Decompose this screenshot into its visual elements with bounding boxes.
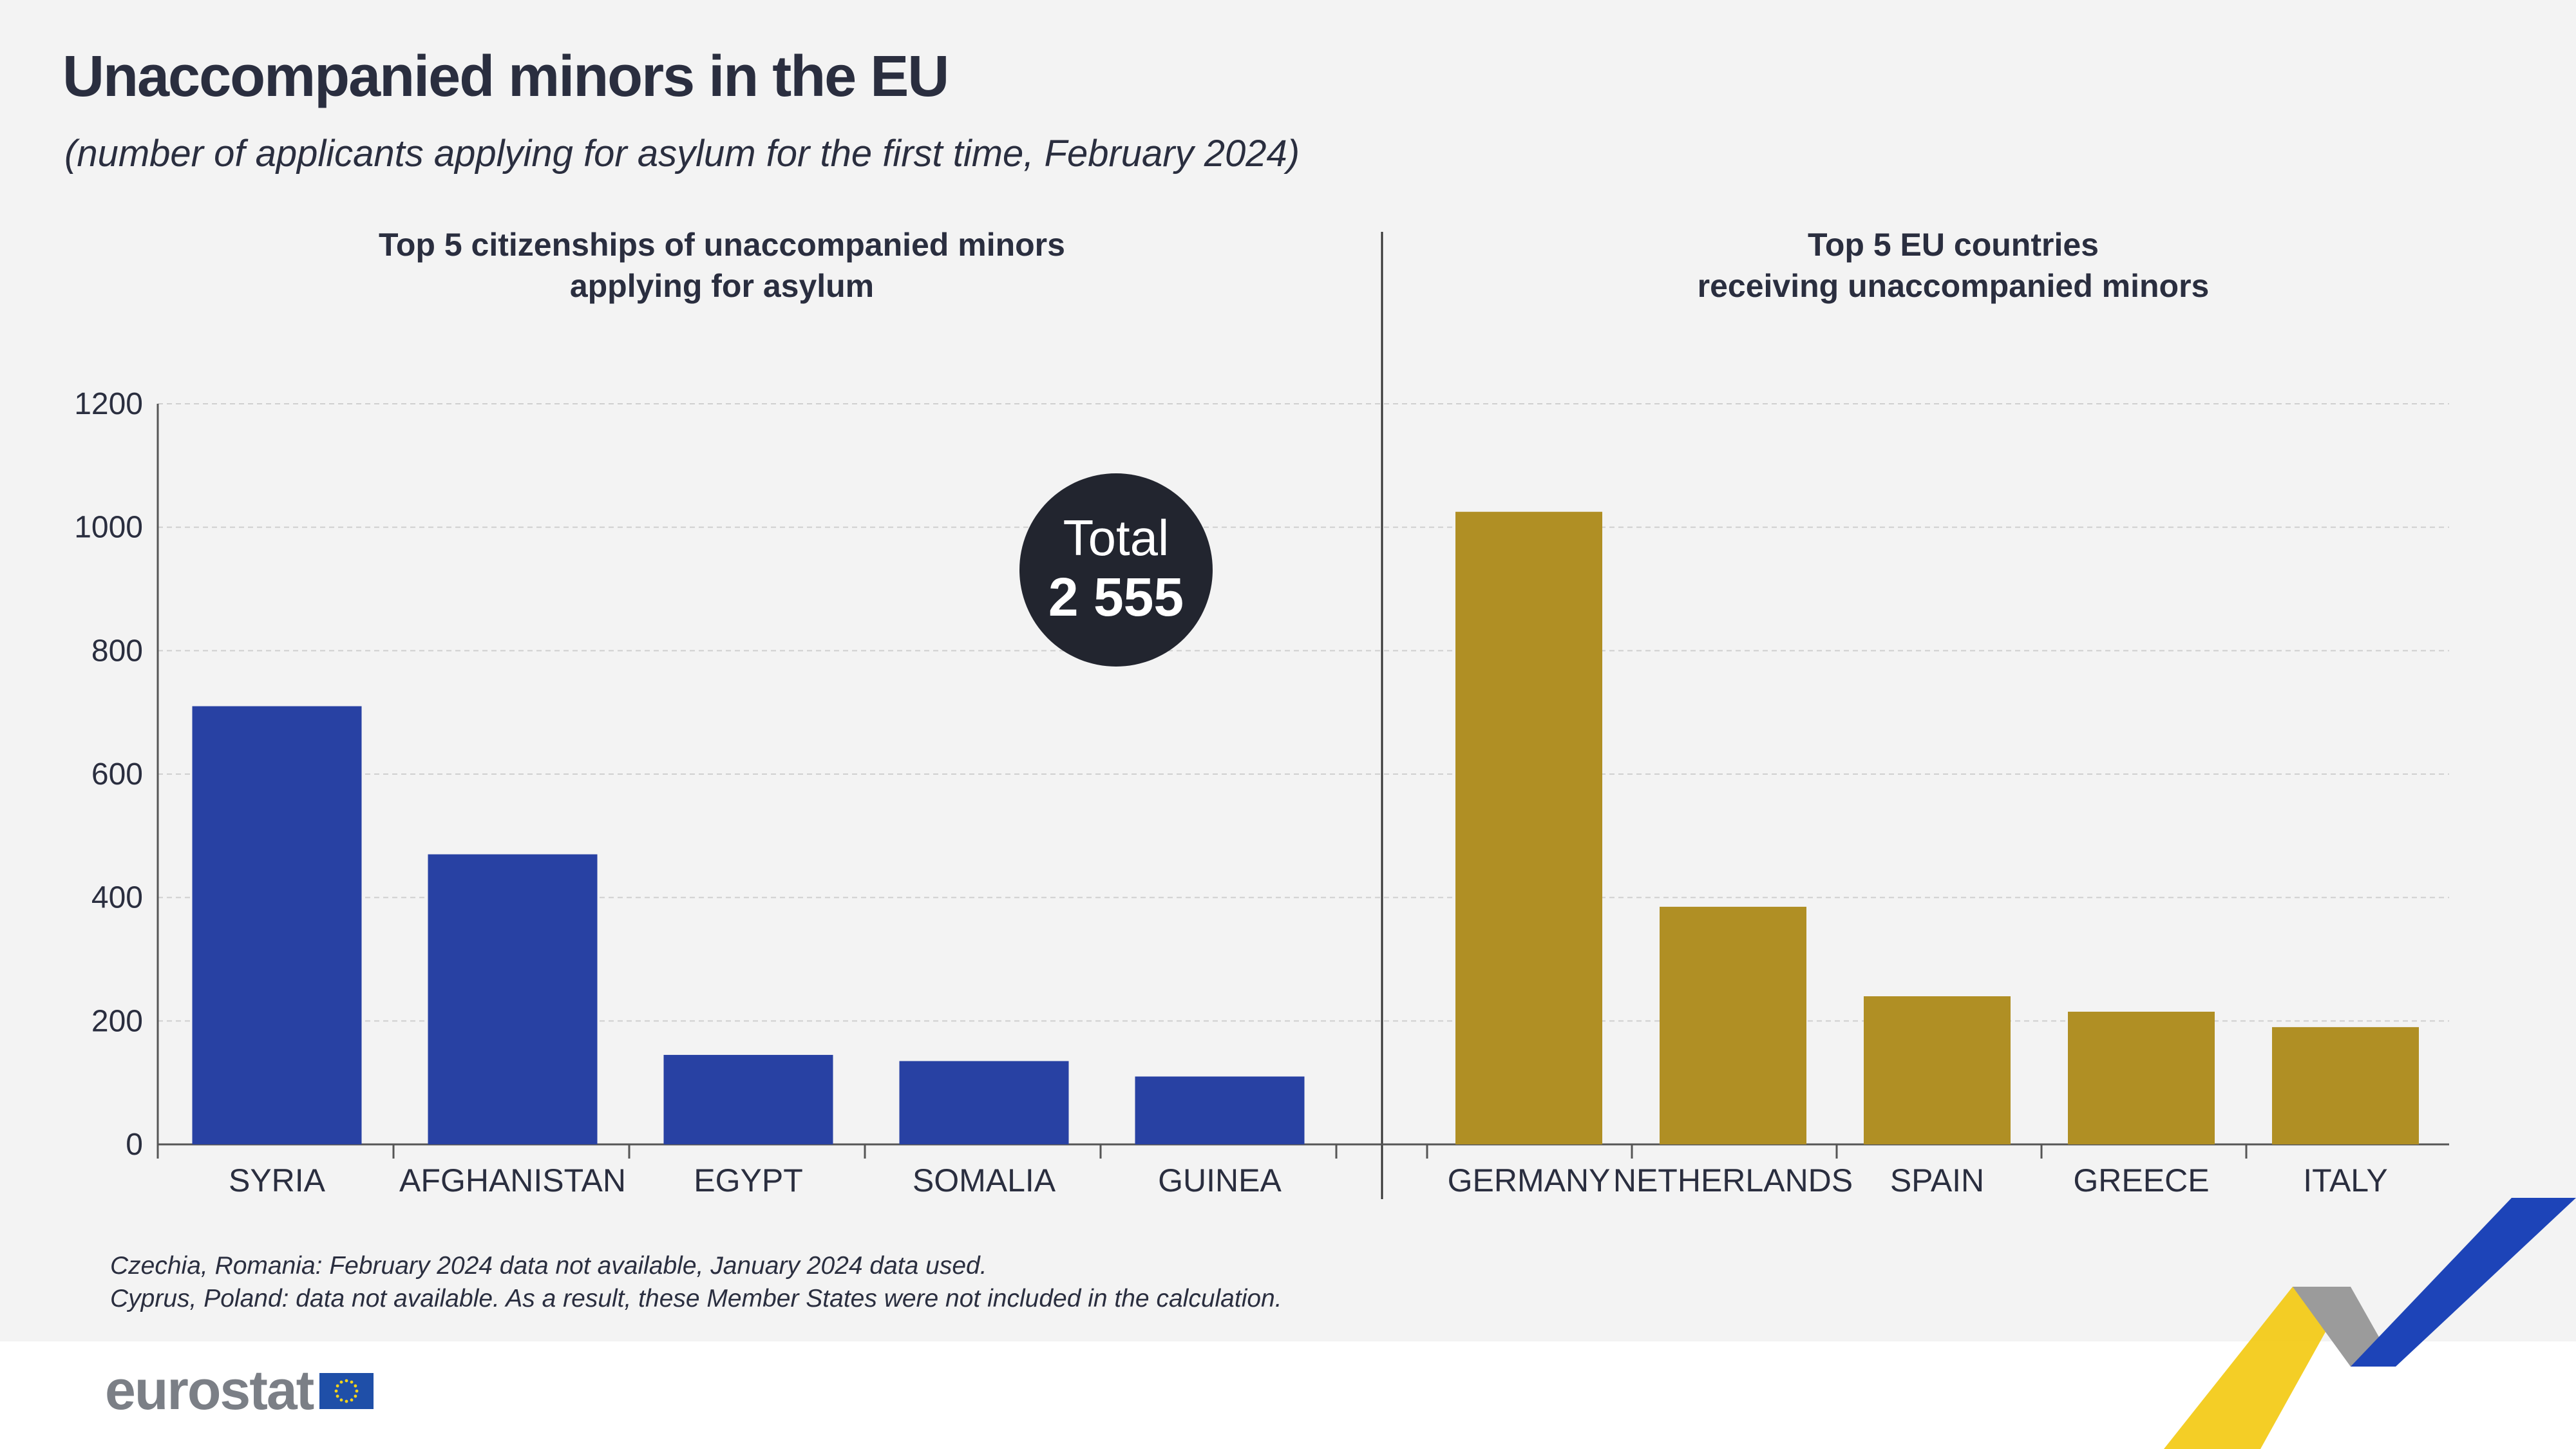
bar [1864, 996, 2011, 1144]
x-tick-label: GUINEA [1158, 1162, 1282, 1198]
bar [1455, 511, 1602, 1144]
bar [2068, 1011, 2215, 1144]
bar [899, 1061, 1069, 1144]
page-title: Unaccompanied minors in the EU [62, 44, 949, 109]
y-tick-label: 600 [91, 757, 143, 791]
y-tick-label: 0 [126, 1128, 143, 1162]
bar [1660, 907, 1806, 1144]
bar [428, 854, 598, 1144]
x-tick-label: AFGHANISTAN [399, 1162, 626, 1198]
y-tick-label: 1000 [74, 511, 143, 545]
logo-text: eurostat [105, 1359, 314, 1421]
chart-svg: 0 200 400 600 800 1000 1200 Top 5 citizenships … [74, 227, 2449, 1199]
y-tick-label: 800 [91, 634, 143, 668]
x-tick-label: GREECE [2073, 1162, 2209, 1198]
x-tick-label: GERMANY [1448, 1162, 1611, 1198]
x-tick-label: NETHERLANDS [1613, 1162, 1853, 1198]
total-badge [1019, 473, 1213, 667]
panel-title-line: Top 5 citizenships of unaccompanied mino… [379, 227, 1065, 263]
y-tick-label: 400 [91, 881, 143, 915]
x-tick-label: SYRIA [229, 1162, 326, 1198]
decorative-ribbon [2164, 1198, 2576, 1449]
bar [1135, 1076, 1305, 1144]
bar [2272, 1027, 2419, 1144]
panel-title-line: Top 5 EU countries [1808, 227, 2099, 263]
bar [663, 1055, 833, 1144]
panel-title-line: receiving unaccompanied minors [1698, 268, 2210, 304]
eu-flag-icon [319, 1372, 374, 1409]
panel-title-line: applying for asylum [570, 268, 874, 304]
x-tick-label: ITALY [2303, 1162, 2388, 1198]
eurostat-logo: eurostat [105, 1359, 374, 1423]
total-label: Total [1063, 509, 1170, 566]
bar [192, 706, 362, 1144]
footnote-1: Czechia, Romania: February 2024 data not… [110, 1252, 987, 1280]
y-tick-label: 200 [91, 1004, 143, 1038]
footnote-2: Cyprus, Poland: data not available. As a… [110, 1285, 1282, 1312]
x-tick-label: EGYPT [694, 1162, 802, 1198]
x-tick-label: SOMALIA [913, 1162, 1056, 1198]
total-value: 2 555 [1048, 567, 1184, 627]
page-subtitle: (number of applicants applying for asylu… [64, 133, 1300, 175]
y-tick-label: 1200 [74, 387, 143, 421]
x-tick-label: SPAIN [1890, 1162, 1984, 1198]
